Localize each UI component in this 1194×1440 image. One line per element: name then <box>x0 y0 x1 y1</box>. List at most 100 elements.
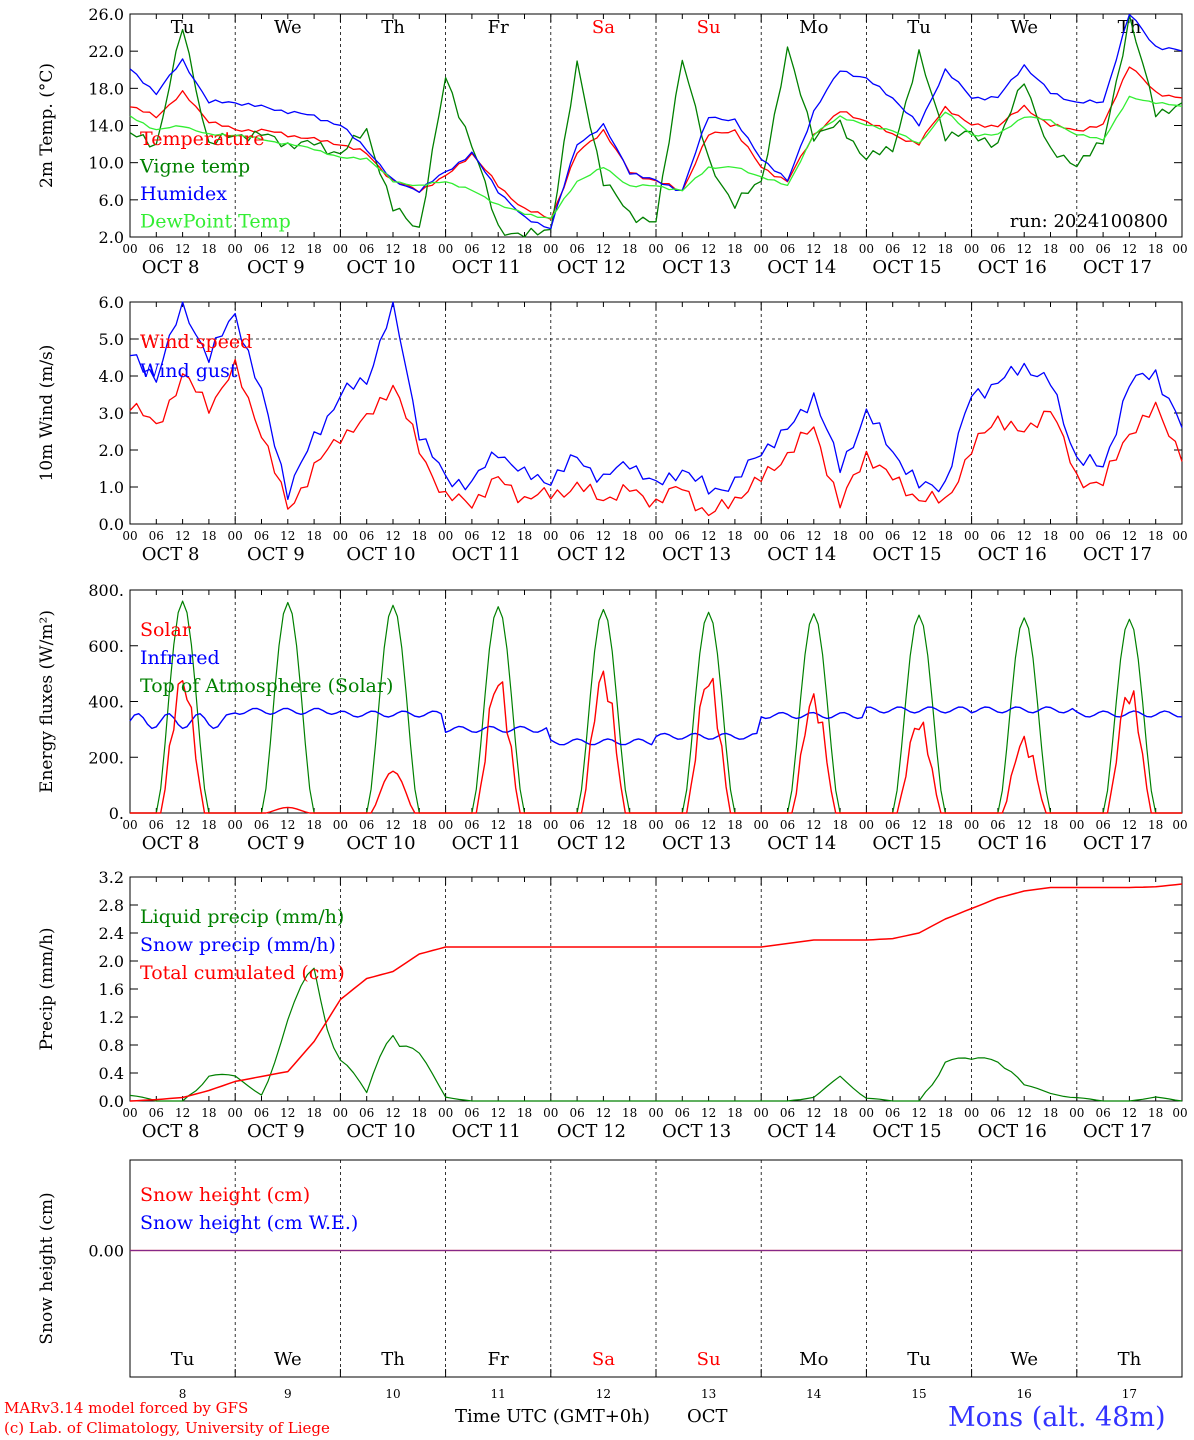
hour-tick-label: 06 <box>990 1106 1005 1120</box>
hour-tick-label: 00 <box>122 529 137 543</box>
date-label: OCT 12 <box>557 833 626 854</box>
hour-tick-label: 06 <box>359 242 374 256</box>
day-of-week-label: We <box>1010 1349 1038 1370</box>
hour-tick-label: 06 <box>254 818 269 832</box>
day-number-label: 8 <box>179 1387 187 1401</box>
day-of-week-label: Fr <box>488 1349 509 1370</box>
hour-tick-label: 12 <box>911 1106 926 1120</box>
day-of-week-label: Tu <box>171 1349 195 1370</box>
hour-tick-label: 12 <box>806 529 821 543</box>
hour-tick-label: 00 <box>1172 529 1187 543</box>
temperature-series-line <box>129 95 1183 219</box>
hour-tick-label: 06 <box>1095 529 1110 543</box>
day-of-week-label: Th <box>381 17 405 38</box>
hour-tick-label: 00 <box>543 242 558 256</box>
x-axis-title: Time UTC (GMT+0h) <box>455 1406 650 1427</box>
hour-tick-label: 06 <box>149 818 164 832</box>
hour-tick-label: 00 <box>543 1106 558 1120</box>
y-tick-label: 2.0 <box>99 441 124 460</box>
day-number-label: 13 <box>701 1387 716 1401</box>
hour-tick-label: 06 <box>464 818 479 832</box>
hour-tick-label: 18 <box>622 529 637 543</box>
hour-tick-label: 06 <box>464 1106 479 1120</box>
hour-tick-label: 18 <box>727 818 742 832</box>
hour-tick-label: 12 <box>911 242 926 256</box>
hour-tick-label: 12 <box>175 242 190 256</box>
y-tick-label: 10.0 <box>88 154 124 173</box>
hour-tick-label: 18 <box>1043 818 1058 832</box>
y-tick-label: 0.4 <box>99 1064 124 1083</box>
date-label: OCT 11 <box>452 544 521 565</box>
legend-entry: Solar <box>140 619 192 641</box>
hour-tick-label: 12 <box>596 1106 611 1120</box>
hour-tick-label: 06 <box>569 242 584 256</box>
hour-tick-label: 18 <box>517 529 532 543</box>
hour-tick-label: 18 <box>306 818 321 832</box>
day-of-week-label: Fr <box>488 17 509 38</box>
hour-tick-label: 00 <box>333 242 348 256</box>
hour-tick-label: 18 <box>938 242 953 256</box>
day-of-week-label: Su <box>697 1349 721 1370</box>
hour-tick-label: 00 <box>333 1106 348 1120</box>
hour-tick-label: 12 <box>1122 1106 1137 1120</box>
hour-tick-label: 12 <box>1017 242 1032 256</box>
hour-tick-label: 06 <box>149 1106 164 1120</box>
date-label: OCT 8 <box>142 544 200 565</box>
hour-tick-label: 18 <box>1148 818 1163 832</box>
hour-tick-label: 12 <box>175 1106 190 1120</box>
date-label: OCT 17 <box>1083 1121 1152 1142</box>
panel-frame <box>129 589 1183 814</box>
hour-tick-label: 12 <box>701 529 716 543</box>
date-label: OCT 13 <box>662 257 731 278</box>
hour-tick-label: 06 <box>1095 1106 1110 1120</box>
hour-tick-label: 12 <box>1017 1106 1032 1120</box>
hour-tick-label: 12 <box>701 1106 716 1120</box>
day-of-week-label: Mo <box>799 17 828 38</box>
hour-tick-label: 18 <box>727 529 742 543</box>
hour-tick-label: 12 <box>280 242 295 256</box>
legend-entry: Snow height (cm W.E.) <box>140 1212 358 1234</box>
hour-tick-label: 06 <box>885 818 900 832</box>
y-tick-label: 0.0 <box>99 1092 124 1111</box>
hour-tick-label: 18 <box>832 242 847 256</box>
date-label: OCT 12 <box>557 1121 626 1142</box>
hour-tick-label: 18 <box>306 1106 321 1120</box>
date-label: OCT 11 <box>452 1121 521 1142</box>
legend-entry: Humidex <box>140 183 227 205</box>
date-label: OCT 15 <box>872 544 941 565</box>
station-name: Mons (alt. 48m) <box>948 1402 1166 1433</box>
hour-tick-label: 12 <box>280 818 295 832</box>
date-label: OCT 10 <box>346 257 415 278</box>
hour-tick-label: 12 <box>175 529 190 543</box>
y-tick-label: 2.0 <box>99 228 124 247</box>
hour-tick-label: 00 <box>122 242 137 256</box>
hour-tick-label: 18 <box>517 818 532 832</box>
hour-tick-label: 06 <box>780 818 795 832</box>
cumulated-precip-line <box>129 883 1183 1102</box>
y-axis-title: Snow height (cm) <box>37 1192 57 1344</box>
date-label: OCT 13 <box>662 833 731 854</box>
hour-tick-label: 18 <box>832 529 847 543</box>
hour-tick-label: 12 <box>806 1106 821 1120</box>
date-label: OCT 14 <box>767 257 836 278</box>
hour-tick-label: 06 <box>990 529 1005 543</box>
hour-tick-label: 06 <box>464 529 479 543</box>
hour-tick-label: 12 <box>1017 818 1032 832</box>
date-label: OCT 16 <box>978 257 1047 278</box>
hour-tick-label: 12 <box>491 1106 506 1120</box>
y-tick-label: 6.0 <box>99 293 124 312</box>
hour-tick-label: 00 <box>648 529 663 543</box>
day-of-week-label: Mo <box>799 1349 828 1370</box>
y-tick-label: 5.0 <box>99 330 124 349</box>
hour-tick-label: 12 <box>911 818 926 832</box>
hour-tick-label: 00 <box>1172 818 1187 832</box>
legend-entry: Infrared <box>140 647 220 669</box>
legend-entry: Vigne temp <box>139 156 250 178</box>
hour-tick-label: 06 <box>780 1106 795 1120</box>
hour-tick-label: 18 <box>832 1106 847 1120</box>
hour-tick-label: 18 <box>1043 242 1058 256</box>
y-axis-title: Energy fluxes (W/m²) <box>37 610 57 793</box>
day-number-label: 12 <box>596 1387 611 1401</box>
hour-tick-label: 18 <box>1043 529 1058 543</box>
hour-tick-label: 06 <box>990 818 1005 832</box>
